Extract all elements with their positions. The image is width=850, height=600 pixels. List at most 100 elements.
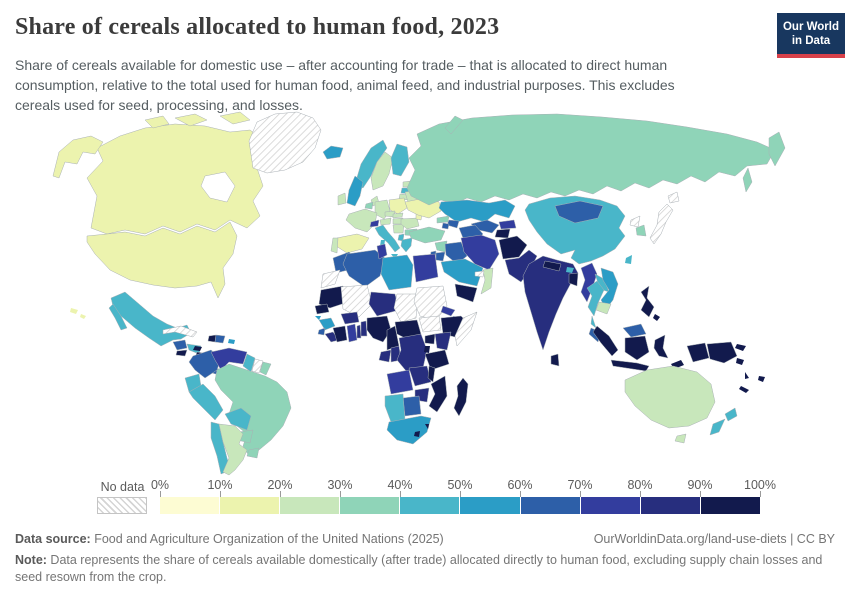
country-niger[interactable] (368, 291, 400, 317)
country-brazil[interactable] (214, 363, 292, 457)
country-japan[interactable] (649, 203, 674, 245)
legend-bin-80-90%[interactable] (640, 497, 701, 514)
country-venezuela[interactable] (210, 347, 248, 371)
country-greenland[interactable] (248, 111, 322, 174)
country-somalia[interactable] (454, 311, 478, 347)
country-united-arab-emirates[interactable] (474, 270, 485, 278)
country-gabon[interactable] (378, 349, 392, 363)
country-bhutan[interactable] (566, 267, 574, 273)
country-malawi[interactable] (427, 365, 436, 383)
country-sudan[interactable] (413, 285, 448, 321)
country-switzerland[interactable] (369, 219, 380, 228)
country-burkina-faso[interactable] (340, 311, 360, 325)
country-new-caledonia[interactable] (739, 386, 749, 393)
country-mali[interactable] (340, 284, 373, 318)
country-uganda[interactable] (424, 333, 436, 345)
country-north-korea[interactable] (629, 215, 641, 228)
country-japan[interactable] (667, 191, 680, 204)
country-zambia[interactable] (408, 365, 432, 387)
country-uruguay[interactable] (246, 447, 260, 459)
country-benin[interactable] (360, 320, 368, 337)
country-yemen[interactable] (454, 283, 478, 303)
country-nepal[interactable] (542, 260, 562, 272)
country-vanuatu[interactable] (745, 372, 749, 379)
country-argentina[interactable] (218, 423, 248, 476)
country-solomon-islands[interactable] (736, 358, 744, 365)
country-australia[interactable] (624, 365, 716, 429)
legend-bin-60-70%[interactable] (520, 497, 581, 514)
legend-bin-90-100%[interactable] (700, 497, 760, 514)
country-united-states[interactable] (52, 135, 104, 179)
country-russia[interactable] (768, 131, 786, 167)
country-bangladesh[interactable] (568, 272, 579, 287)
owid-link[interactable]: OurWorldinData.org/land-use-diets | CC B… (593, 532, 835, 546)
country-tunisia[interactable] (376, 243, 388, 260)
legend-bin-50-60%[interactable] (460, 497, 521, 514)
country-russia[interactable] (444, 115, 464, 135)
country-tajikistan[interactable] (494, 228, 511, 239)
country-madagascar[interactable] (453, 377, 469, 417)
country-france[interactable] (345, 208, 378, 233)
country-finland[interactable] (390, 143, 410, 177)
country-armenia[interactable] (441, 222, 450, 230)
country-canada[interactable] (144, 115, 170, 129)
country-new-zealand[interactable] (709, 418, 726, 436)
country-guatemala[interactable] (172, 339, 188, 351)
country-romania[interactable] (400, 217, 420, 230)
country-senegal[interactable] (314, 303, 330, 315)
country-indonesia[interactable] (686, 342, 710, 363)
country-peru[interactable] (188, 383, 224, 421)
country-suriname[interactable] (251, 358, 264, 374)
country-lesotho[interactable] (414, 431, 420, 437)
country-iran[interactable] (460, 234, 500, 271)
country-western-sahara[interactable] (320, 269, 341, 289)
country-portugal[interactable] (330, 237, 339, 254)
country-sri-lanka[interactable] (550, 353, 560, 367)
country-libya[interactable] (380, 254, 414, 291)
country-netherlands[interactable] (364, 201, 374, 210)
country-french-guiana[interactable] (259, 361, 272, 376)
country-sweden[interactable] (370, 151, 394, 191)
country-oman[interactable] (480, 267, 494, 295)
legend-bin-20-30%[interactable] (280, 497, 341, 514)
country-sierra-leone[interactable] (317, 327, 326, 336)
country-norway[interactable] (354, 139, 388, 189)
legend-bin-30-40%[interactable] (340, 497, 401, 514)
country-south-korea[interactable] (635, 224, 647, 237)
country-india[interactable] (522, 255, 579, 351)
country-kyrgyzstan[interactable] (498, 219, 517, 230)
country-papua-new-guinea[interactable] (706, 341, 738, 364)
country-mauritania[interactable] (318, 285, 349, 309)
country-south-sudan[interactable] (418, 315, 442, 333)
country-new-zealand[interactable] (724, 407, 738, 422)
country-bolivia[interactable] (224, 407, 252, 431)
country-cambodia[interactable] (595, 301, 612, 315)
country-united-kingdom[interactable] (346, 175, 364, 207)
country-haiti[interactable] (207, 334, 217, 343)
country-botswana[interactable] (402, 395, 422, 417)
legend-bin-70-80%[interactable] (580, 497, 641, 514)
country-mexico[interactable] (110, 291, 192, 347)
country-philippines[interactable] (640, 285, 655, 318)
country-afghanistan[interactable] (498, 235, 528, 260)
country-namibia[interactable] (384, 393, 406, 423)
legend-bin-10-20%[interactable] (220, 497, 281, 514)
country-spain[interactable] (335, 233, 370, 254)
country-canada[interactable] (174, 113, 208, 127)
country-philippines[interactable] (653, 314, 660, 321)
country-egypt[interactable] (412, 253, 439, 283)
country-indonesia[interactable] (653, 334, 669, 359)
legend-bin-40-50%[interactable] (400, 497, 461, 514)
country-rwanda[interactable] (424, 346, 430, 353)
country-ivory-coast[interactable] (332, 325, 348, 343)
country-guinea[interactable] (318, 317, 336, 331)
country-united-states[interactable] (86, 221, 238, 299)
country-jordan[interactable] (435, 251, 446, 262)
country-mongolia[interactable] (554, 200, 604, 224)
country-hawaii[interactable] (70, 308, 78, 314)
country-iceland[interactable] (322, 145, 344, 160)
country-ghana[interactable] (346, 323, 358, 343)
country-slovakia[interactable] (392, 212, 404, 219)
country-russia[interactable] (742, 167, 753, 193)
country-indonesia[interactable] (592, 325, 619, 357)
